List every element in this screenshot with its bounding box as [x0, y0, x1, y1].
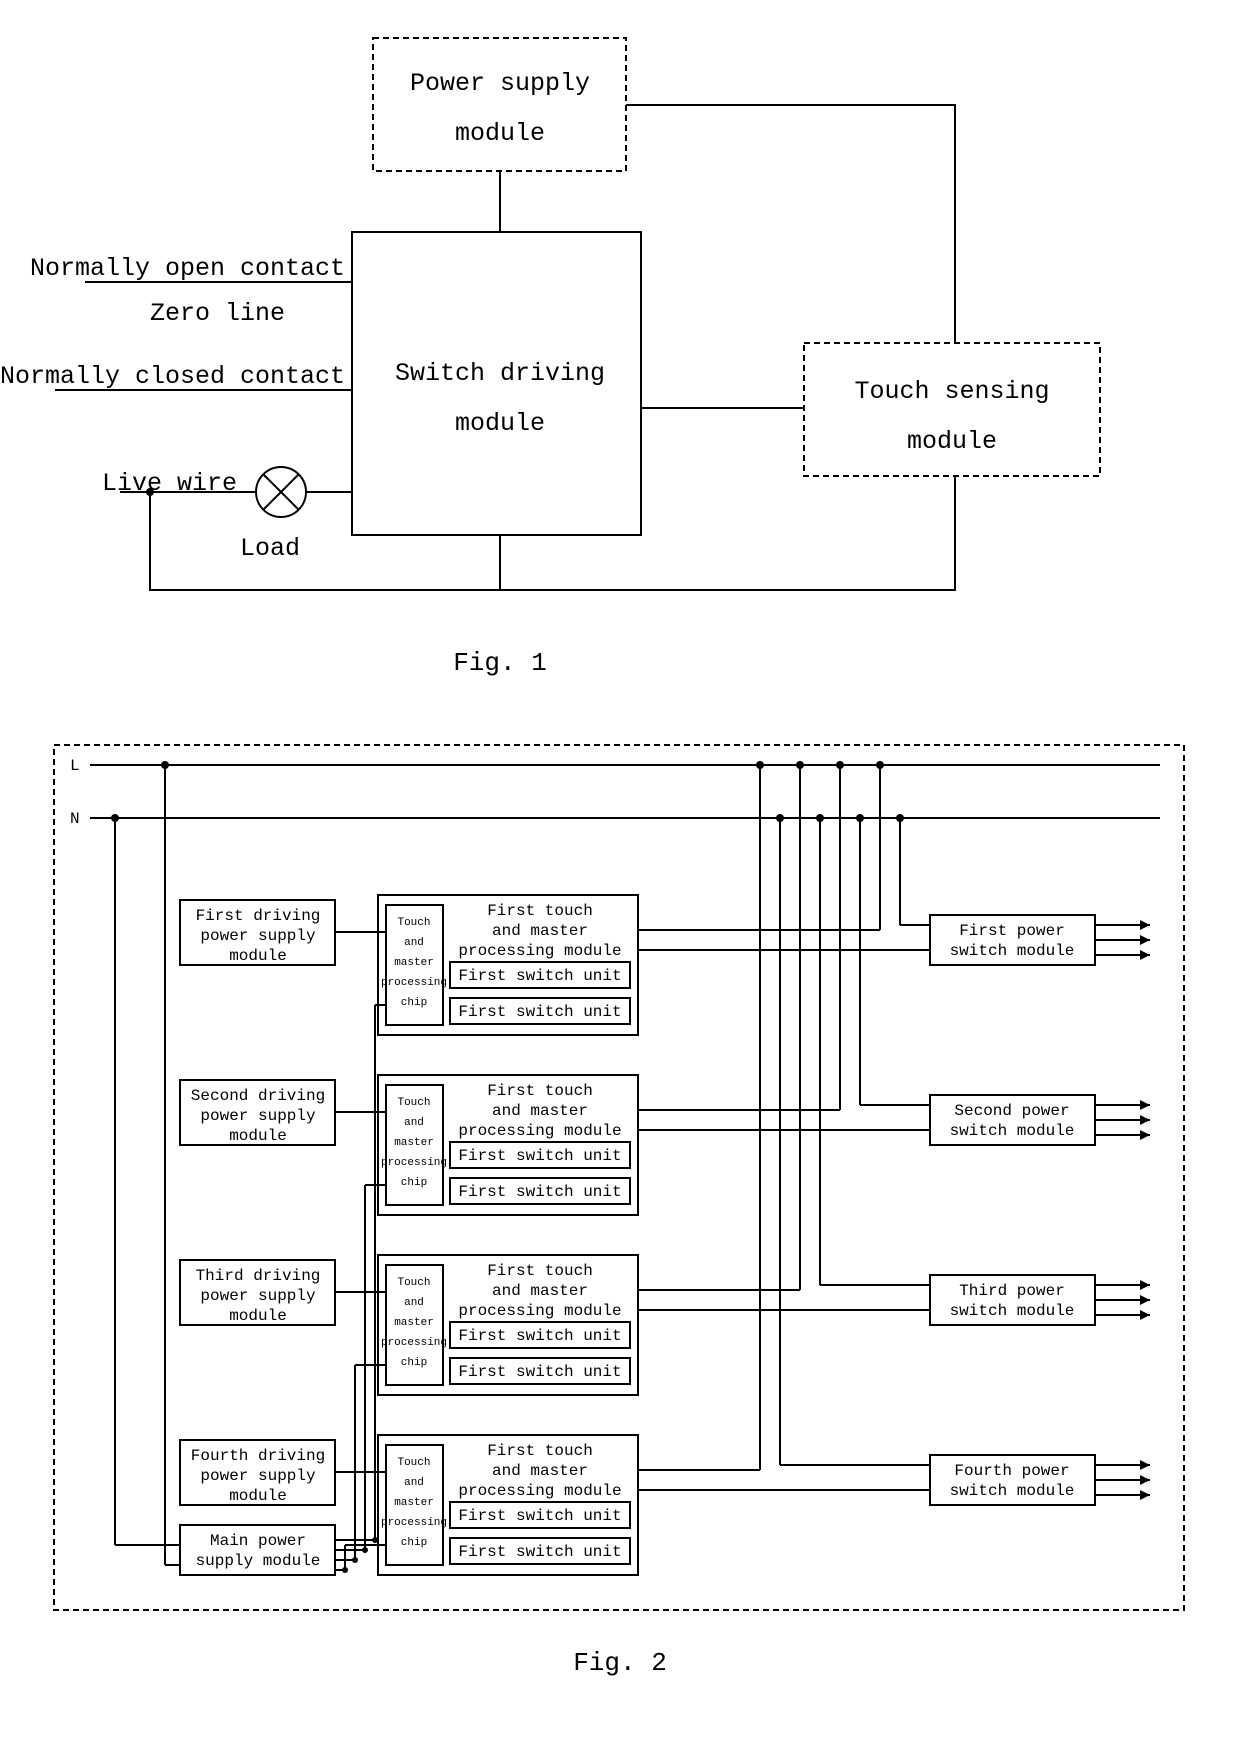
svg-text:master: master — [394, 1317, 434, 1329]
touch-sensing-label-1: Touch sensing — [854, 377, 1049, 406]
svg-text:Third power: Third power — [959, 1282, 1065, 1300]
svg-text:Second driving: Second driving — [191, 1087, 325, 1105]
svg-text:power supply: power supply — [200, 1287, 316, 1305]
normally-closed-label: Normally closed contact — [0, 362, 345, 391]
power-supply-label-1: Power supply — [410, 69, 590, 98]
live-wire-label: Live wire — [102, 469, 237, 498]
svg-text:module: module — [229, 1487, 287, 1505]
svg-text:and master: and master — [492, 1102, 588, 1120]
svg-text:and master: and master — [492, 922, 588, 940]
fig1-caption: Fig. 1 — [453, 648, 547, 678]
svg-text:First switch unit: First switch unit — [458, 1183, 621, 1201]
fig2-rows: First driving power supply module Touch … — [180, 761, 1150, 1575]
svg-text:First touch: First touch — [487, 1082, 593, 1100]
fig2-caption: Fig. 2 — [573, 1648, 667, 1678]
svg-text:processing module: processing module — [458, 1122, 621, 1140]
figure-2: L N First driving power supply module To… — [54, 745, 1184, 1678]
dot-live — [146, 488, 154, 496]
power-supply-label-2: module — [455, 119, 545, 148]
svg-text:power supply: power supply — [200, 1107, 316, 1125]
svg-text:and: and — [404, 1297, 424, 1309]
normally-open-label: Normally open contact — [30, 254, 345, 283]
zero-line-label: Zero line — [150, 299, 285, 328]
svg-text:First power: First power — [959, 922, 1065, 940]
svg-text:Third driving: Third driving — [196, 1267, 321, 1285]
svg-text:and: and — [404, 1117, 424, 1129]
svg-text:power supply: power supply — [200, 1467, 316, 1485]
touch-sensing-box — [804, 343, 1100, 476]
svg-text:First touch: First touch — [487, 1442, 593, 1460]
svg-text:chip: chip — [401, 1357, 427, 1369]
svg-text:processing: processing — [381, 1157, 447, 1169]
wire-live-tap — [150, 492, 500, 590]
svg-text:First touch: First touch — [487, 902, 593, 920]
wire-ts-bottom — [500, 476, 955, 590]
ds1-l2: power supply — [200, 927, 316, 945]
svg-text:Fourth power: Fourth power — [954, 1462, 1069, 1480]
switch-driving-label-2: module — [455, 409, 545, 438]
svg-text:Second power: Second power — [954, 1102, 1069, 1120]
arrows-out-1 — [1095, 920, 1150, 960]
svg-text:switch module: switch module — [950, 1302, 1075, 1320]
svg-text:Touch: Touch — [397, 917, 430, 929]
svg-text:First switch unit: First switch unit — [458, 1507, 621, 1525]
figure-1: Power supply module Switch driving modul… — [0, 38, 1100, 678]
diagram-canvas: Power supply module Switch driving modul… — [0, 0, 1240, 1738]
svg-text:Fourth driving: Fourth driving — [191, 1447, 325, 1465]
n-label: N — [70, 810, 80, 828]
l-label: L — [70, 757, 80, 775]
svg-text:First switch unit: First switch unit — [458, 1363, 621, 1381]
svg-text:processing module: processing module — [458, 942, 621, 960]
svg-text:and: and — [404, 937, 424, 949]
main-power-l1: Main power — [210, 1532, 306, 1550]
ds1-l3: module — [229, 947, 287, 965]
power-supply-box — [373, 38, 626, 171]
svg-text:First switch unit: First switch unit — [458, 1327, 621, 1345]
svg-text:First switch unit: First switch unit — [458, 1147, 621, 1165]
svg-text:processing: processing — [381, 1517, 447, 1529]
svg-text:First switch unit: First switch unit — [458, 1003, 621, 1021]
svg-text:switch module: switch module — [950, 942, 1075, 960]
main-power-l2: supply module — [196, 1552, 321, 1570]
svg-text:and master: and master — [492, 1282, 588, 1300]
load-label: Load — [240, 534, 300, 563]
touch-sensing-label-2: module — [907, 427, 997, 456]
svg-text:Touch: Touch — [397, 1277, 430, 1289]
svg-text:First touch: First touch — [487, 1262, 593, 1280]
svg-text:and master: and master — [492, 1462, 588, 1480]
svg-text:switch module: switch module — [950, 1122, 1075, 1140]
ds1-l1: First driving — [196, 907, 321, 925]
svg-text:First switch unit: First switch unit — [458, 967, 621, 985]
svg-text:chip: chip — [401, 997, 427, 1009]
svg-text:chip: chip — [401, 1177, 427, 1189]
svg-text:module: module — [229, 1127, 287, 1145]
svg-text:processing: processing — [381, 1337, 447, 1349]
svg-text:Touch: Touch — [397, 1457, 430, 1469]
wire-ps-to-ts — [626, 105, 955, 343]
svg-text:and: and — [404, 1477, 424, 1489]
svg-text:module: module — [229, 1307, 287, 1325]
svg-text:processing: processing — [381, 977, 447, 989]
svg-text:master: master — [394, 957, 434, 969]
svg-text:master: master — [394, 1137, 434, 1149]
svg-text:chip: chip — [401, 1537, 427, 1549]
svg-text:Touch: Touch — [397, 1097, 430, 1109]
svg-text:processing module: processing module — [458, 1482, 621, 1500]
switch-driving-label-1: Switch driving — [395, 359, 605, 388]
svg-text:switch module: switch module — [950, 1482, 1075, 1500]
svg-text:master: master — [394, 1497, 434, 1509]
svg-text:First switch unit: First switch unit — [458, 1543, 621, 1561]
svg-text:processing module: processing module — [458, 1302, 621, 1320]
